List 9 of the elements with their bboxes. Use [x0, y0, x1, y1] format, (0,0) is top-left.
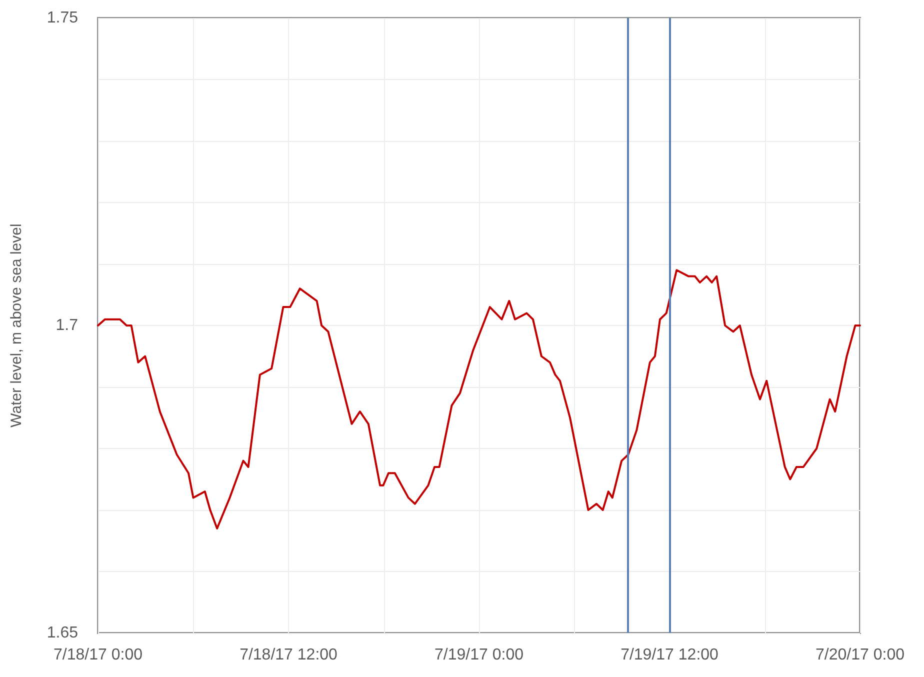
x-tick-label: 7/19/17 12:00	[620, 646, 719, 664]
x-tick-label: 7/18/17 0:00	[54, 646, 143, 664]
y-tick-label: 1.75	[46, 10, 78, 26]
y-axis-title: Water level, m above sea level	[8, 224, 25, 428]
y-tick-label: 1.65	[46, 624, 78, 642]
x-tick-label: 7/20/17 0:00	[816, 646, 905, 664]
x-tick-label: 7/19/17 0:00	[434, 646, 524, 664]
y-tick-label: 1.7	[56, 317, 78, 334]
x-tick-label: 7/18/17 12:00	[240, 646, 338, 664]
